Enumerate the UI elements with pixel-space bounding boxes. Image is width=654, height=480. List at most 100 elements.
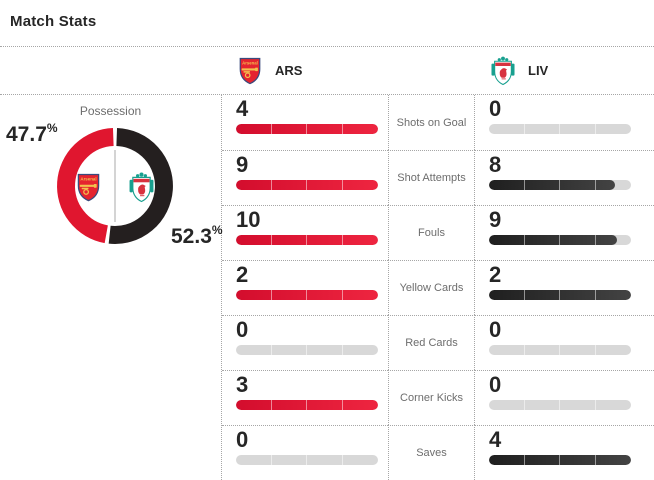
home-bar-fill bbox=[236, 400, 378, 410]
home-bar-fill bbox=[236, 290, 378, 300]
stat-label-cell: Yellow Cards bbox=[388, 260, 475, 315]
away-bar-fill bbox=[489, 180, 616, 190]
possession-title: Possession bbox=[79, 104, 142, 118]
away-stat-bar bbox=[489, 290, 631, 300]
bar-tick bbox=[594, 290, 596, 300]
bar-tick bbox=[559, 400, 560, 410]
away-stat-bar bbox=[489, 124, 631, 134]
away-stat-bar bbox=[489, 235, 631, 245]
bar-tick bbox=[559, 290, 560, 300]
bar-tick bbox=[341, 290, 343, 300]
away-stat-cell: 8 bbox=[475, 150, 654, 205]
stat-label: Fouls bbox=[418, 227, 445, 239]
away-stat-cell: 0 bbox=[475, 315, 654, 370]
bar-tick bbox=[594, 400, 596, 410]
stat-label-cell: Corner Kicks bbox=[388, 370, 475, 425]
stat-label: Shot Attempts bbox=[397, 172, 466, 184]
home-stat-cell: 10 bbox=[222, 205, 388, 260]
home-stat-value: 2 bbox=[236, 262, 249, 287]
away-stat-bar bbox=[489, 400, 631, 410]
bar-tick bbox=[523, 400, 525, 410]
bar-tick bbox=[523, 124, 525, 134]
away-stat-value: 0 bbox=[489, 317, 502, 342]
bar-tick bbox=[341, 345, 343, 355]
stat-label: Red Cards bbox=[405, 337, 458, 349]
possession-panel: Possession 47.7% 52.3% bbox=[0, 95, 223, 480]
bar-tick bbox=[559, 345, 560, 355]
bar-tick bbox=[270, 400, 272, 410]
away-bar-fill bbox=[489, 290, 631, 300]
away-stat-bar bbox=[489, 345, 631, 355]
bar-tick bbox=[306, 124, 307, 134]
stat-label-cell: Fouls bbox=[388, 205, 475, 260]
stat-label: Shots on Goal bbox=[396, 116, 467, 129]
away-team-header: LIV bbox=[490, 47, 548, 94]
stat-label-cell: Saves bbox=[388, 425, 475, 480]
away-possession-pct: 52.3% bbox=[171, 223, 223, 248]
bar-tick bbox=[523, 455, 525, 465]
away-stat-bar bbox=[489, 455, 631, 465]
bar-tick bbox=[594, 124, 596, 134]
bar-tick bbox=[306, 235, 307, 245]
bar-tick bbox=[341, 124, 343, 134]
home-stat-value: 0 bbox=[236, 427, 249, 452]
home-bar-fill bbox=[236, 180, 378, 190]
bar-tick bbox=[559, 455, 560, 465]
bar-tick bbox=[270, 180, 272, 190]
bar-tick bbox=[559, 180, 560, 190]
liverpool-crest-icon bbox=[490, 56, 516, 86]
bar-tick bbox=[341, 235, 343, 245]
home-stat-bar bbox=[236, 124, 378, 134]
bar-tick bbox=[594, 455, 596, 465]
arsenal-crest-icon bbox=[77, 173, 100, 202]
home-stat-value: 3 bbox=[236, 372, 249, 397]
possession-donut-chart bbox=[55, 126, 175, 246]
away-stat-cell: 0 bbox=[475, 370, 654, 425]
teams-header-row: ARS LIV bbox=[0, 47, 654, 95]
module-title: Match Stats bbox=[10, 13, 97, 30]
away-stat-value: 2 bbox=[489, 262, 502, 287]
arsenal-crest-icon bbox=[237, 56, 263, 86]
home-stat-bar bbox=[236, 235, 378, 245]
home-stat-bar bbox=[236, 455, 378, 465]
away-stat-value: 4 bbox=[489, 427, 502, 452]
home-stat-cell: 2 bbox=[222, 260, 388, 315]
home-stat-bar bbox=[236, 180, 378, 190]
home-stat-cell: 0 bbox=[222, 425, 388, 480]
stats-grid: 4 Shots on Goal 0 9 Shot Attempts 8 bbox=[222, 95, 654, 480]
bar-tick bbox=[306, 345, 307, 355]
module-header: Match Stats bbox=[0, 0, 654, 47]
away-stat-value: 0 bbox=[489, 372, 502, 397]
home-team-header: ARS bbox=[237, 47, 302, 94]
away-stat-cell: 4 bbox=[475, 425, 654, 480]
away-team-abbr: LIV bbox=[528, 63, 549, 78]
home-stat-bar bbox=[236, 400, 378, 410]
away-bar-fill bbox=[489, 455, 631, 465]
bar-tick bbox=[559, 235, 560, 245]
stat-label: Yellow Cards bbox=[399, 282, 464, 294]
stat-label-cell: Red Cards bbox=[388, 315, 475, 370]
bar-tick bbox=[594, 345, 596, 355]
away-stat-value: 0 bbox=[489, 96, 502, 121]
bar-tick bbox=[341, 400, 343, 410]
away-stat-value: 9 bbox=[489, 207, 502, 232]
away-stat-cell: 0 bbox=[475, 95, 654, 150]
home-stat-cell: 9 bbox=[222, 150, 388, 205]
away-stat-cell: 9 bbox=[475, 205, 654, 260]
home-stat-cell: 4 bbox=[222, 95, 388, 150]
stat-label-cell: Shot Attempts bbox=[388, 150, 475, 205]
bar-tick bbox=[306, 455, 307, 465]
bar-tick bbox=[594, 180, 596, 190]
away-stat-value: 8 bbox=[489, 152, 502, 177]
bar-tick bbox=[523, 290, 525, 300]
home-stat-value: 0 bbox=[236, 317, 249, 342]
home-possession-pct: 47.7% bbox=[6, 121, 58, 146]
bar-tick bbox=[341, 455, 343, 465]
stat-label-cell: Shots on Goal bbox=[388, 95, 475, 150]
possession-arc-away bbox=[108, 128, 173, 244]
bar-tick bbox=[559, 124, 560, 134]
home-stat-cell: 0 bbox=[222, 315, 388, 370]
bar-tick bbox=[270, 124, 272, 134]
away-bar-fill bbox=[489, 235, 617, 245]
bar-tick bbox=[523, 235, 525, 245]
